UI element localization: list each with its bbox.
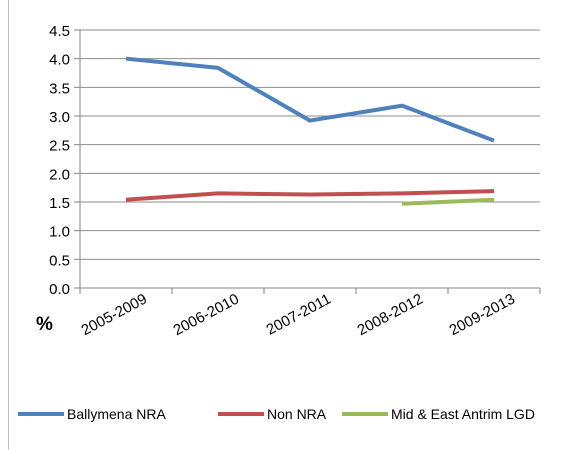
y-tick-label: 3.0	[49, 109, 70, 126]
series-line-0	[125, 56, 495, 143]
series-lines	[125, 56, 495, 206]
x-tick-label: 2007-2011	[264, 291, 334, 339]
series-line-1	[125, 189, 495, 202]
x-tick-label: 2006-2010	[171, 291, 242, 340]
x-tick-label: 2009-2013	[447, 291, 518, 340]
x-axis: 2005-2009 2006-2010 2007-2011 2008-2012 2009…	[79, 288, 541, 340]
x-tick-label: 2008-2012	[355, 291, 426, 340]
y-axis-label: %	[36, 314, 53, 335]
legend-label: Mid & East Antrim LGD	[391, 406, 535, 422]
y-tick-label: 4.0	[49, 52, 70, 69]
legend-label: Non NRA	[267, 406, 327, 422]
y-tick-label: 2.5	[49, 138, 70, 155]
y-tick-label: 1.5	[49, 195, 70, 212]
y-tick-label: 2.0	[49, 166, 70, 183]
gridlines	[80, 29, 540, 289]
series-line-2	[401, 197, 495, 206]
y-tick-label: 4.5	[49, 23, 70, 40]
y-tick-label: 3.5	[49, 80, 70, 97]
legend-label: Ballymena NRA	[67, 406, 166, 422]
y-tick-label: 0.5	[49, 252, 70, 269]
y-axis-ticks: 0.0 0.5 1.0 1.5 2.0 2.5 3.0 3.5 4.0 4.5	[49, 23, 81, 298]
chart-frame	[8, 0, 584, 450]
y-tick-label: 1.0	[49, 224, 70, 241]
y-tick-label: 0.0	[49, 281, 70, 298]
x-tick-label: 2005-2009	[79, 291, 150, 340]
legend: Ballymena NRA Non NRA Mid & East Antrim LG…	[18, 406, 535, 422]
